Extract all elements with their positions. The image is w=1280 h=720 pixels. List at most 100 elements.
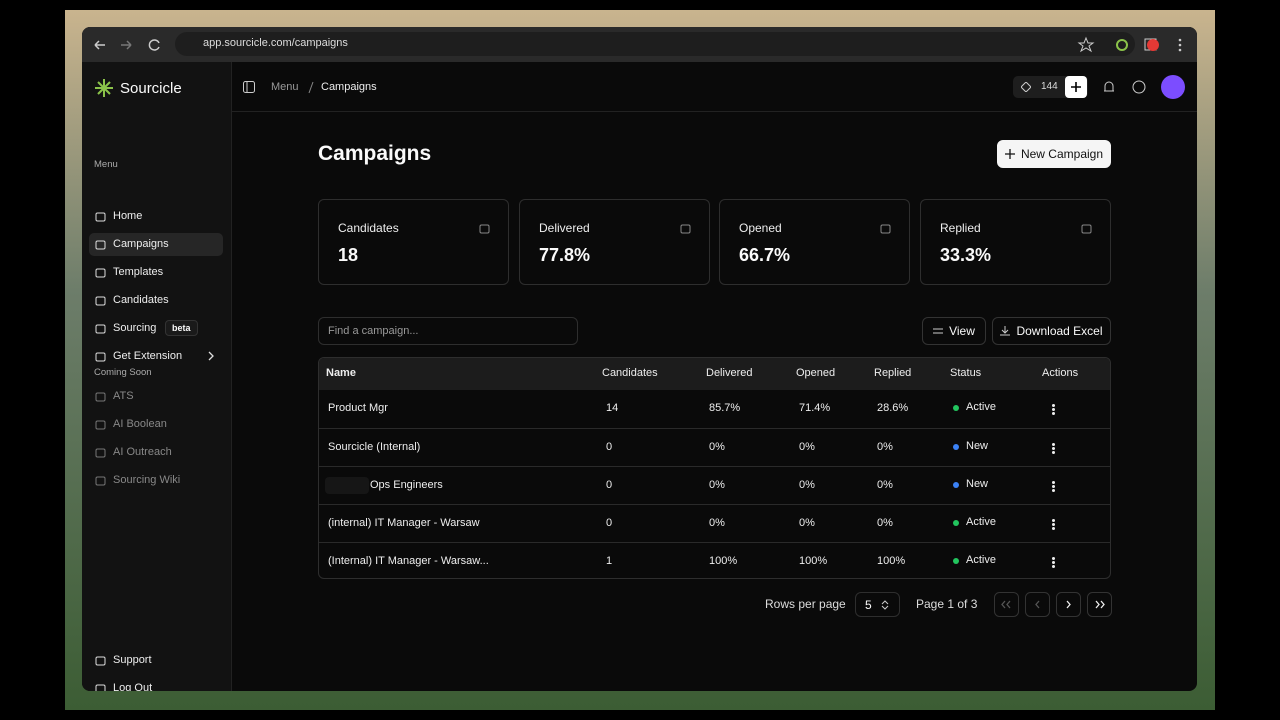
browser-toolbar: app.sourcicle.com/campaigns	[82, 27, 1197, 62]
page-indicator: Page 1 of 3	[916, 597, 978, 611]
column-header: Candidates	[602, 367, 658, 379]
button-label: Download Excel	[1016, 324, 1103, 338]
stat-label: Candidates	[338, 221, 399, 235]
cell: 0	[606, 479, 613, 491]
row-actions[interactable]	[1052, 519, 1055, 530]
table-row[interactable]: Product Mgr 14 85.7% 71.4% 28.6% Active	[319, 390, 1110, 428]
cell: (Internal) IT Manager - Warsaw...	[328, 555, 489, 567]
nav-icon	[95, 684, 106, 691]
nav-icon	[95, 448, 106, 458]
dot	[1052, 527, 1055, 530]
page-title: Campaigns	[318, 142, 432, 165]
brand-logo	[95, 79, 113, 97]
nav-label: ATS	[113, 390, 134, 402]
stat-value: 18	[338, 245, 359, 265]
cell: 0%	[877, 479, 893, 491]
cell: 1	[606, 555, 613, 567]
download-button[interactable]: Download Excel	[992, 317, 1111, 345]
nav-label: Campaigns	[113, 238, 169, 250]
view-icon	[933, 328, 944, 334]
nav-label: Get Extension	[113, 350, 183, 362]
nav-label: Support	[113, 654, 152, 666]
dot	[1052, 565, 1055, 568]
cell: Ops Engineers	[370, 479, 443, 491]
search-input[interactable]: Find a campaign...	[318, 317, 578, 345]
nav-label: Templates	[113, 266, 164, 278]
status-label: New	[966, 478, 989, 490]
row-actions[interactable]	[1052, 404, 1055, 415]
nav-item[interactable]: Home	[89, 205, 223, 228]
row-actions[interactable]	[1052, 443, 1055, 454]
cell: 100%	[709, 555, 738, 567]
redacted-text	[325, 477, 369, 494]
table-header	[319, 358, 1110, 390]
nav-label: Home	[113, 210, 143, 222]
nav-buttons[interactable]	[92, 37, 162, 53]
view-button[interactable]: View	[922, 317, 986, 345]
dot	[1052, 408, 1055, 411]
column-header: Delivered	[706, 367, 753, 379]
stat-value: 66.7%	[739, 245, 791, 265]
stat-card: Delivered 77.8%	[519, 199, 710, 285]
nav-icon	[95, 656, 106, 666]
nav-item[interactable]: Sourcing beta	[89, 317, 223, 340]
table-row[interactable]: (internal) IT Manager - Warsaw 0 0% 0% 0% Act…	[319, 504, 1110, 542]
pagination-buttons[interactable]	[994, 592, 1112, 617]
coming-soon-item: ATS	[89, 385, 223, 408]
chevrons	[881, 600, 889, 610]
footer-item[interactable]: Support	[89, 649, 223, 672]
sidebar-toggle[interactable]	[243, 81, 255, 93]
stat-label: Opened	[739, 221, 782, 235]
table-row[interactable]: Ops Engineers 0 0% 0% 0% New	[319, 466, 1110, 504]
nav-item[interactable]: Candidates	[89, 289, 223, 312]
dot	[1052, 481, 1055, 484]
nav-icon	[95, 240, 106, 250]
table-row[interactable]: Sourcicle (Internal) 0 0% 0% 0% New	[319, 428, 1110, 466]
download-icon	[1000, 326, 1011, 336]
table-row[interactable]: (Internal) IT Manager - Warsaw... 1 100% 10…	[319, 542, 1110, 578]
placeholder: Find a campaign...	[328, 325, 419, 337]
status-label: New	[966, 440, 989, 452]
campaigns-table: Name Candidates Delivered Opened Replied Stat…	[318, 357, 1111, 579]
row-actions[interactable]	[1052, 481, 1055, 492]
dot	[1052, 561, 1055, 564]
column-header: Replied	[874, 367, 912, 379]
nav-item[interactable]: Get Extension	[89, 345, 223, 368]
topbar: Menu Campaigns 144	[232, 62, 1197, 112]
row-actions[interactable]	[1052, 557, 1055, 568]
cell: 0%	[709, 479, 725, 491]
coming-soon-item: AI Boolean	[89, 413, 223, 436]
avatar[interactable]	[1161, 75, 1185, 99]
dot	[1052, 451, 1055, 454]
chevron	[208, 351, 214, 361]
credits-icon	[1021, 82, 1031, 92]
breadcrumb-item: Campaigns	[321, 81, 377, 93]
cell: (internal) IT Manager - Warsaw	[328, 517, 480, 529]
address-bar[interactable]: app.sourcicle.com/campaigns	[175, 32, 1135, 56]
cell: 0%	[709, 517, 725, 529]
stat-value: 33.3%	[940, 245, 992, 265]
breadcrumb-item[interactable]: Menu	[271, 81, 299, 93]
coming-soon-item: AI Outreach	[89, 441, 223, 464]
nav-item[interactable]: Templates	[89, 261, 223, 284]
section-heading: Menu	[94, 159, 118, 170]
button-label: View	[949, 324, 975, 338]
stat-label: Replied	[940, 221, 981, 235]
topbar-icons[interactable]	[1102, 80, 1152, 94]
nav-icon	[95, 296, 106, 306]
add-button[interactable]	[1065, 76, 1087, 98]
rows-per-page-select[interactable]: 5	[855, 592, 900, 617]
rows-per-page-label: Rows per page	[765, 597, 846, 611]
nav-icon	[95, 392, 106, 402]
footer-item[interactable]: Log Out	[89, 677, 223, 691]
browser-window: app.sourcicle.com/campaigns	[82, 27, 1197, 691]
dot	[1052, 412, 1055, 415]
extension-icons[interactable]	[1077, 36, 1187, 54]
plus-icon	[1071, 82, 1081, 92]
stat-label: Delivered	[539, 221, 590, 235]
dot	[1052, 557, 1055, 560]
new-campaign-button[interactable]: New Campaign	[997, 140, 1111, 168]
plus-icon	[1004, 149, 1015, 159]
brand-name: Sourcicle	[120, 80, 182, 97]
nav-item[interactable]: Campaigns	[89, 233, 223, 256]
